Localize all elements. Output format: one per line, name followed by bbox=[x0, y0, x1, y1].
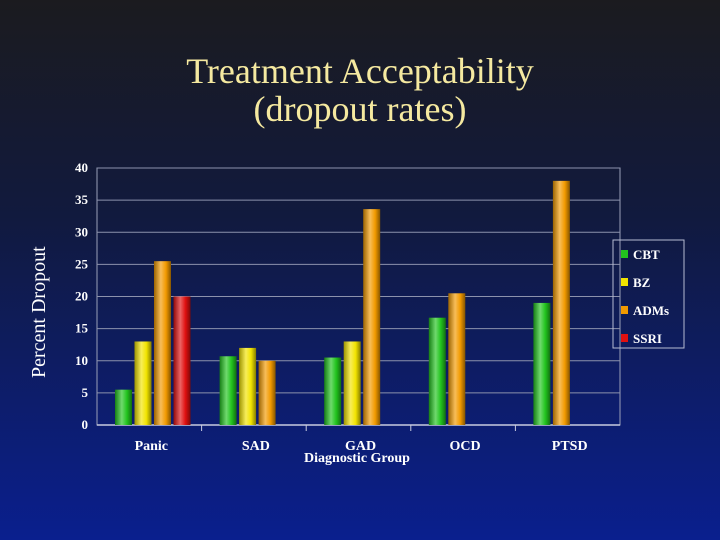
y-tick-label: 35 bbox=[75, 192, 89, 207]
bar-adms-ocd bbox=[448, 293, 466, 425]
legend-label-ssri: SSRI bbox=[633, 331, 662, 346]
legend-label-adms: ADMs bbox=[633, 303, 669, 318]
legend-swatch-adms bbox=[621, 306, 628, 314]
bar-adms-panic bbox=[154, 261, 171, 425]
bar-ssri-panic bbox=[173, 296, 191, 425]
bar-bz-gad bbox=[343, 341, 361, 425]
legend: CBT BZ ADMs SSRI bbox=[612, 239, 685, 349]
x-tick-label: SAD bbox=[242, 439, 270, 454]
legend-swatch-ssri bbox=[621, 334, 628, 342]
legend-label-bz: BZ bbox=[633, 275, 651, 290]
x-tick-label: PTSD bbox=[552, 439, 588, 454]
bar-cbt-sad bbox=[219, 356, 237, 425]
x-axis-label: Diagnostic Group bbox=[304, 451, 410, 466]
bar-cbt-gad bbox=[324, 357, 342, 425]
y-tick-label: 15 bbox=[75, 321, 89, 336]
title-line-2: (dropout rates) bbox=[253, 89, 467, 129]
bar-bz-panic bbox=[134, 341, 152, 425]
x-tick-label: Panic bbox=[135, 439, 168, 454]
y-tick-label: 0 bbox=[82, 417, 89, 432]
y-tick-label: 20 bbox=[75, 289, 88, 304]
legend-label-cbt: CBT bbox=[633, 247, 660, 262]
y-tick-label: 40 bbox=[75, 160, 88, 175]
legend-box bbox=[612, 239, 685, 349]
y-tick-label: 5 bbox=[82, 385, 89, 400]
bar-cbt-panic bbox=[115, 389, 132, 425]
bar-cbt-ocd bbox=[428, 317, 446, 425]
slide-title: Treatment Acceptability (dropout rates) bbox=[0, 52, 720, 128]
legend-swatch-bz bbox=[621, 278, 628, 286]
plot-area: 0 5 10 15 20 25 30 35 40 Panic SAD GAD OCD PTSD Diagno… bbox=[75, 160, 621, 466]
x-tick-label: GAD bbox=[345, 439, 376, 454]
y-tick-label: 30 bbox=[75, 224, 88, 239]
bar-cbt-ptsd bbox=[533, 302, 551, 425]
bar-adms-gad bbox=[363, 209, 381, 425]
legend-swatch-cbt bbox=[621, 250, 628, 258]
y-tick-label: 10 bbox=[75, 353, 88, 368]
y-tick-label: 25 bbox=[75, 256, 89, 271]
title-line-1: Treatment Acceptability bbox=[186, 51, 534, 91]
x-tick-label: OCD bbox=[450, 439, 481, 454]
bar-adms-ptsd bbox=[552, 180, 570, 425]
bar-bz-sad bbox=[239, 347, 257, 425]
bar-adms-sad bbox=[258, 360, 276, 425]
